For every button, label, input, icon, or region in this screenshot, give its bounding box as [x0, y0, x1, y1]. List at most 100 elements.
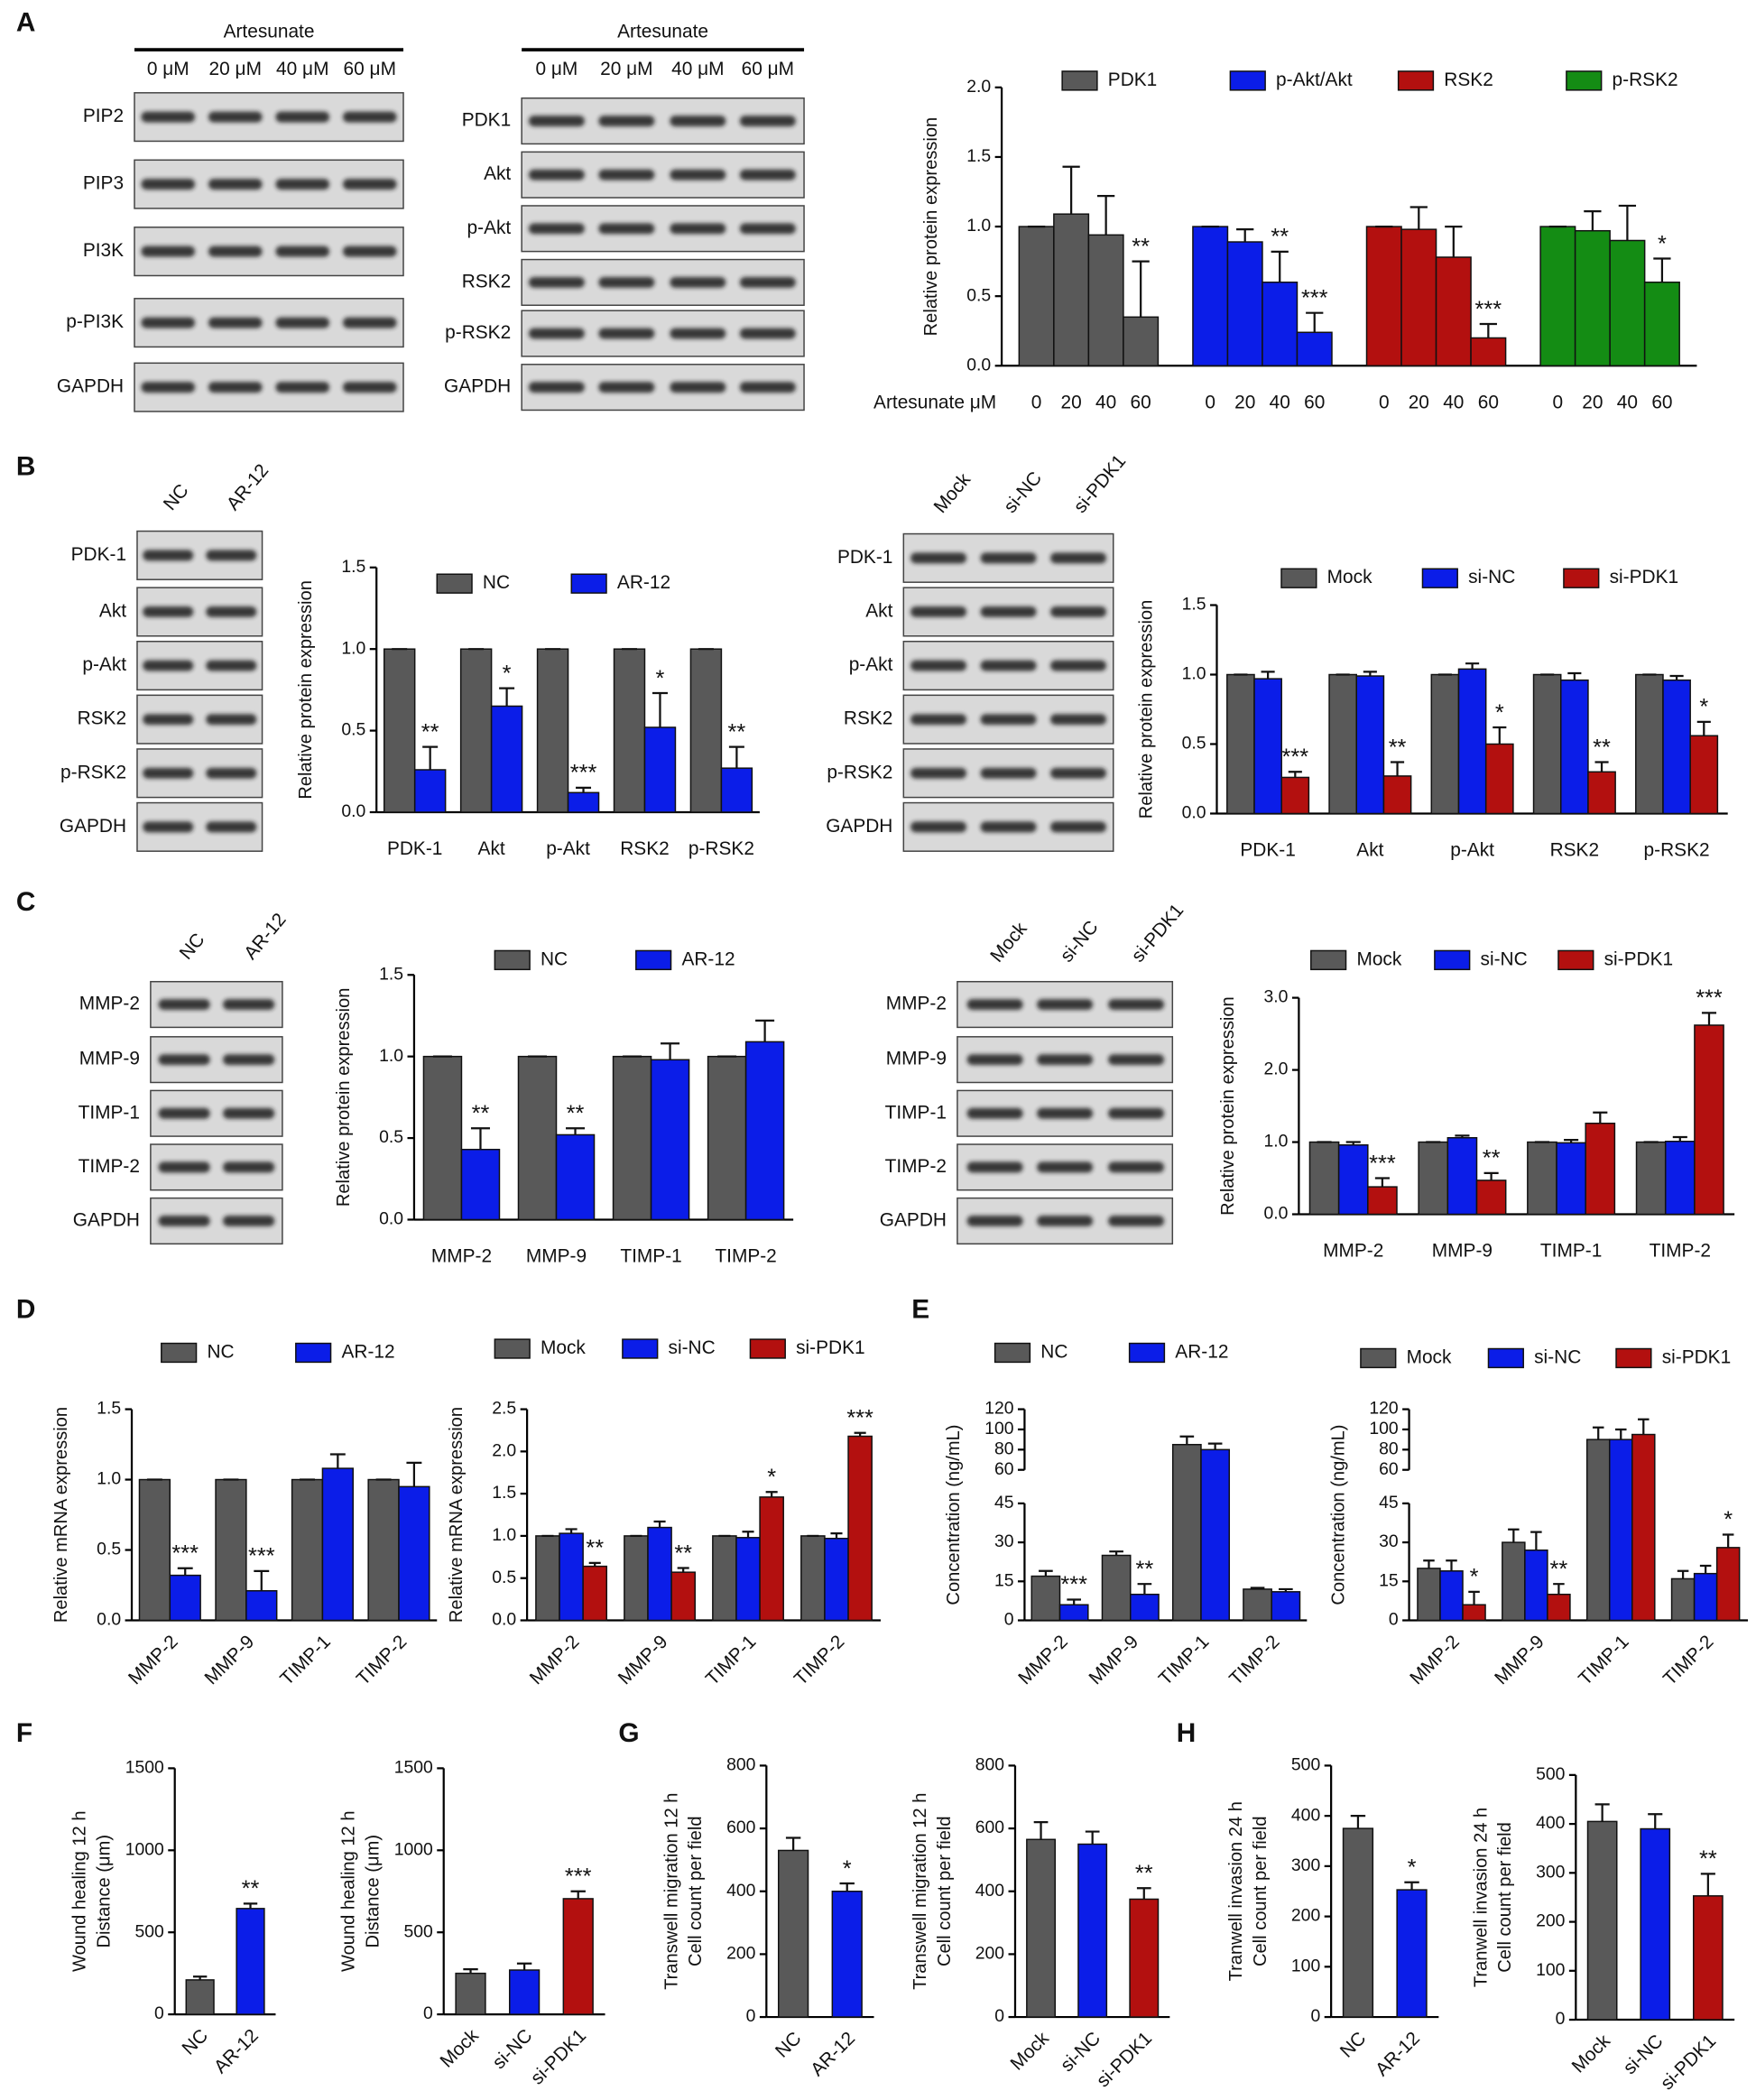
band: [275, 179, 330, 190]
band: [739, 169, 796, 180]
y-tick-label: 3.0: [1264, 987, 1289, 1007]
legend-label: Mock: [1356, 948, 1401, 969]
error-bar: [1483, 1171, 1499, 1180]
row-label: p-PI3K: [66, 311, 124, 332]
bar: [1631, 1433, 1656, 1622]
bar: [1524, 1549, 1548, 1622]
band: [910, 714, 967, 726]
row-label: TIMP-2: [79, 1156, 140, 1177]
blot-header: Artesunate: [617, 21, 708, 42]
significance: ***: [171, 1541, 199, 1567]
band: [966, 1161, 1023, 1173]
band: [223, 1215, 275, 1226]
y-tick-label: 400: [726, 1881, 756, 1901]
legend-swatch: [635, 949, 672, 971]
x-tick-label: NC: [1336, 2028, 1371, 2062]
band: [1108, 1054, 1165, 1066]
band: [342, 179, 397, 190]
y-tick-label: 80: [994, 1439, 1014, 1458]
error-bar: [1207, 1442, 1223, 1450]
x-tick-label: Akt: [478, 838, 505, 859]
y-tick-label: 30: [994, 1531, 1014, 1551]
band: [1037, 1054, 1094, 1066]
band: [910, 552, 967, 564]
y-axis-label: Relative protein expression: [334, 988, 354, 1207]
x-tick-label: 60: [1304, 393, 1325, 413]
significance: **: [1136, 1557, 1154, 1582]
significance: **: [242, 1876, 260, 1901]
row-label: TIMP-1: [79, 1102, 140, 1123]
band: [208, 245, 263, 257]
x-tick-label: AR-12: [210, 2025, 263, 2077]
lane-label: 20 μM: [600, 59, 652, 79]
bar: [1694, 1024, 1724, 1216]
error-bar: [1493, 726, 1507, 745]
y-tick-label: 2.5: [492, 1399, 516, 1419]
error-bar: [1618, 204, 1637, 241]
error-bar: [1584, 209, 1602, 231]
legend-label: AR-12: [681, 948, 735, 969]
x-axis-title: Artesunate μM: [873, 393, 996, 413]
row-label: p-RSK2: [827, 762, 892, 782]
bar: [1355, 675, 1385, 815]
band: [141, 111, 196, 123]
row-label: p-RSK2: [445, 322, 511, 343]
bar: [1586, 1820, 1618, 2021]
legend-swatch: [1615, 1347, 1652, 1369]
y-tick-label: 800: [726, 1755, 756, 1775]
y-tick-label: 1.0: [379, 1046, 403, 1066]
error-bar: [422, 745, 439, 770]
error-bar: [1306, 311, 1324, 333]
x-tick-label: 60: [1478, 393, 1499, 413]
y-tick-label: 0.0: [341, 801, 365, 821]
error-bar: [243, 1902, 258, 1909]
bar: [1018, 226, 1055, 367]
panel-label: E: [911, 1295, 929, 1325]
error-bar: [1592, 1426, 1604, 1440]
error-bar: [1553, 1583, 1565, 1595]
error-bar: [565, 1528, 578, 1534]
bar: [1243, 1588, 1272, 1622]
bar: [460, 1148, 501, 1221]
band: [143, 714, 194, 726]
row-label: GAPDH: [60, 816, 126, 837]
bar: [1077, 1843, 1108, 2018]
error-bar: [1445, 225, 1463, 258]
bar: [1608, 1439, 1633, 1622]
error-bar: [1409, 206, 1428, 230]
bar: [1365, 226, 1402, 367]
legend-swatch: [494, 1338, 531, 1359]
y-tick-label: 1.5: [379, 964, 403, 984]
x-tick-label: MMP-9: [615, 1632, 672, 1689]
legend-swatch: [1229, 70, 1266, 91]
x-tick-label: 20: [1061, 393, 1082, 413]
band: [739, 382, 796, 393]
bar: [1058, 1604, 1089, 1622]
bar: [647, 1526, 672, 1622]
band: [141, 179, 196, 190]
legend-label: si-PDK1: [1604, 948, 1674, 969]
y-tick-label: 500: [1291, 1755, 1321, 1775]
bar: [1342, 1827, 1374, 2018]
significance: **: [1135, 1861, 1153, 1886]
row-label: TIMP-2: [885, 1156, 947, 1177]
band: [980, 552, 1037, 564]
x-tick-label: 0: [1031, 393, 1042, 413]
error-bar: [1261, 671, 1275, 680]
bar: [1328, 673, 1358, 815]
x-tick-label: p-Akt: [1450, 840, 1494, 861]
bar: [824, 1537, 849, 1622]
error-bar: [1236, 228, 1254, 243]
bar: [1439, 1570, 1464, 1622]
band: [980, 606, 1037, 617]
bar: [1462, 1604, 1486, 1622]
error-bar: [1404, 1881, 1419, 1891]
y-tick-label: 1000: [394, 1839, 433, 1859]
y-tick-label: 30: [1379, 1531, 1399, 1551]
significance: *: [1699, 695, 1708, 720]
error-bar: [765, 1491, 778, 1497]
band: [966, 1054, 1023, 1066]
y-tick-label: 0: [154, 2003, 164, 2023]
error-bar: [1594, 761, 1609, 772]
band: [980, 714, 1037, 726]
